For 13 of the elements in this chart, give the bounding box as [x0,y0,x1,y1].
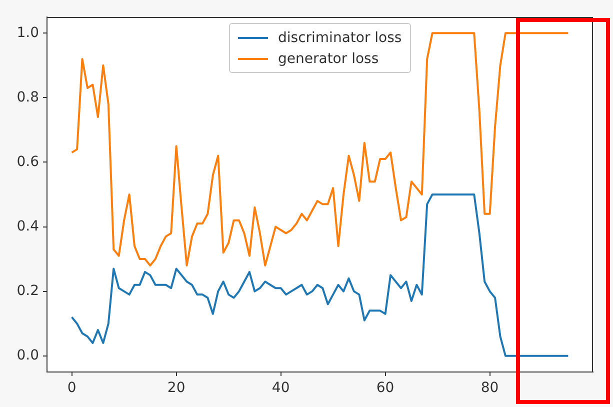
legend-label: generator loss [278,50,379,66]
legend-label: discriminator loss [278,30,402,46]
x-tick-label: 20 [167,380,186,396]
y-tick-label: 0.6 [16,154,40,170]
x-tick-label: 0 [67,380,76,396]
x-tick-label: 80 [480,380,499,396]
x-tick-label: 40 [272,380,290,396]
y-tick-label: 1.0 [16,24,39,41]
y-tick-label: 0.4 [16,218,40,234]
y-tick-label: 0.8 [16,89,39,106]
y-tick-label: 0.0 [16,348,39,364]
x-tick-label: 60 [376,380,394,396]
y-tick-label: 0.2 [16,282,39,299]
